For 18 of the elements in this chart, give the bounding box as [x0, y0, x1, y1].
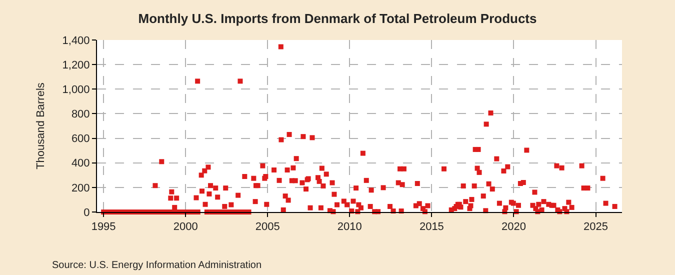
- source-note: Source: U.S. Energy Information Administration: [52, 260, 262, 271]
- y-tick-label: 1,000: [62, 84, 90, 96]
- y-tick-label: 200: [71, 182, 90, 194]
- y-tick-label: 1,400: [62, 34, 90, 47]
- x-tick-label: 2010: [337, 221, 362, 234]
- x-tick-label: 2020: [501, 221, 526, 234]
- y-axis-title: Thousand Barrels: [34, 82, 47, 170]
- x-tick-label: 1995: [91, 221, 116, 234]
- x-tick-label: 2025: [584, 221, 608, 234]
- y-tick-label: 800: [71, 108, 90, 121]
- x-tick-label: 2005: [255, 221, 280, 234]
- chart-title: Monthly U.S. Imports from Denmark of Total Petroleum Products: [138, 10, 537, 26]
- x-tick-label: 2000: [173, 221, 198, 234]
- y-tick-label: 0: [84, 206, 90, 219]
- x-tick-label: 2015: [419, 221, 444, 234]
- y-tick-label: 400: [71, 158, 90, 170]
- y-tick-label: 600: [71, 133, 90, 146]
- y-tick-label: 1,200: [62, 59, 90, 72]
